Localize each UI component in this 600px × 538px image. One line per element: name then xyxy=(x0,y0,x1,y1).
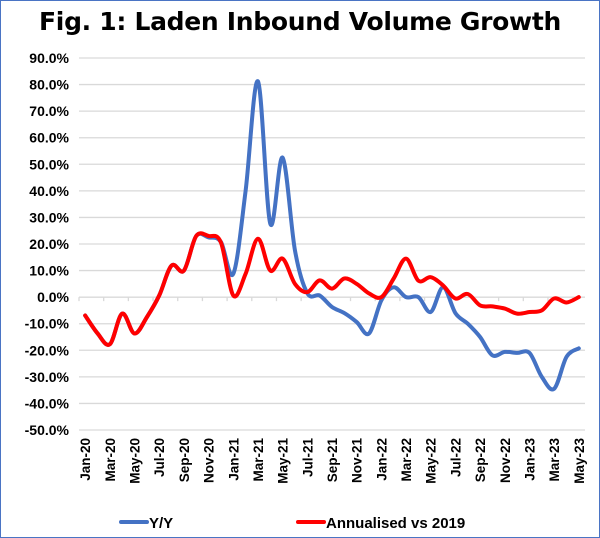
x-tick-label: May-21 xyxy=(276,438,291,484)
series-line-annualised xyxy=(83,231,581,347)
y-tick-label: 60.0% xyxy=(29,130,69,146)
y-tick-label: 30.0% xyxy=(29,209,69,225)
x-tick-label: Nov-20 xyxy=(202,438,217,483)
x-tick-label: Nov-21 xyxy=(350,438,365,484)
x-tick-label: Mar-23 xyxy=(547,438,562,482)
x-tick-label: Jul-22 xyxy=(448,438,463,477)
chart-title: Fig. 1: Laden Inbound Volume Growth xyxy=(39,7,561,36)
x-tick-label: May-22 xyxy=(424,438,439,484)
y-tick-label: 10.0% xyxy=(29,263,69,279)
x-tick-label: Sep-20 xyxy=(177,438,192,482)
x-tick-label: Jan-22 xyxy=(374,438,389,481)
y-tick-label: -30.0% xyxy=(25,369,70,385)
y-tick-label: -40.0% xyxy=(25,395,70,411)
legend-label: Annualised vs 2019 xyxy=(326,515,465,532)
x-tick-label: May-20 xyxy=(128,438,143,484)
x-tick-label: Jan-21 xyxy=(226,438,241,481)
x-tick-label: Sep-21 xyxy=(325,438,340,483)
x-tick-label: Mar-21 xyxy=(251,438,266,482)
x-tick-label: Mar-22 xyxy=(399,438,414,482)
y-tick-label: 50.0% xyxy=(29,156,69,172)
x-tick-label: Mar-20 xyxy=(103,438,118,482)
legend-label: Y/Y xyxy=(149,515,173,532)
y-tick-label: 40.0% xyxy=(29,183,69,199)
y-tick-label: -20.0% xyxy=(25,342,70,358)
y-tick-label: -50.0% xyxy=(25,422,70,438)
y-tick-label: 70.0% xyxy=(29,103,69,119)
y-tick-label: 90.0% xyxy=(29,50,69,66)
x-tick-label: Jul-20 xyxy=(152,438,167,477)
x-tick-label: Nov-22 xyxy=(498,438,513,483)
y-tick-label: 20.0% xyxy=(29,236,69,252)
y-tick-label: -10.0% xyxy=(25,316,70,332)
x-tick-label: Jul-21 xyxy=(300,438,315,478)
series-line-yy xyxy=(83,79,581,392)
x-tick-label: May-23 xyxy=(572,438,587,484)
y-tick-label: 0.0% xyxy=(37,289,69,305)
x-tick-label: Jan-23 xyxy=(522,438,537,481)
x-tick-label: Jan-20 xyxy=(78,438,93,481)
y-tick-label: 80.0% xyxy=(29,77,69,93)
x-tick-label: Sep-22 xyxy=(473,438,488,482)
